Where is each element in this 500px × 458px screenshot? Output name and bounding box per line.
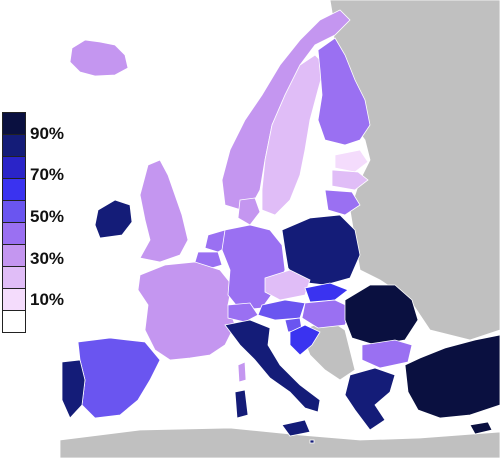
north-africa bbox=[59, 427, 500, 458]
sicily bbox=[281, 419, 311, 437]
legend-label-90: 90% bbox=[30, 124, 65, 143]
turkey bbox=[404, 334, 500, 419]
legend-swatch bbox=[2, 200, 26, 222]
greece bbox=[344, 367, 396, 431]
legend-swatch bbox=[2, 310, 26, 333]
slovakia bbox=[304, 282, 349, 303]
sweden bbox=[261, 54, 326, 216]
czech-republic bbox=[264, 269, 311, 301]
legend-label-30: 30% bbox=[30, 249, 65, 268]
legend-swatch bbox=[2, 288, 26, 310]
portugal bbox=[61, 359, 86, 419]
legend-swatch bbox=[2, 134, 26, 156]
italy bbox=[224, 319, 321, 413]
hungary bbox=[301, 299, 353, 329]
legend-swatch bbox=[2, 112, 26, 134]
croatia bbox=[289, 324, 321, 356]
finland bbox=[317, 37, 371, 146]
legend-label-70: 70% bbox=[30, 165, 65, 184]
legend-swatches bbox=[2, 112, 26, 333]
iceland bbox=[69, 39, 129, 77]
malta bbox=[309, 439, 315, 444]
corsica bbox=[237, 361, 247, 383]
legend-label-50: 50% bbox=[30, 207, 65, 226]
latvia bbox=[331, 169, 369, 191]
cyprus bbox=[469, 421, 493, 435]
legend-swatch bbox=[2, 222, 26, 244]
spain bbox=[77, 337, 161, 419]
estonia bbox=[334, 149, 369, 173]
legend-swatch bbox=[2, 244, 26, 266]
legend-swatch bbox=[2, 156, 26, 178]
legend-label-10: 10% bbox=[30, 290, 65, 309]
legend-swatch bbox=[2, 266, 26, 288]
ireland bbox=[94, 199, 133, 239]
poland bbox=[281, 214, 361, 286]
romania bbox=[344, 284, 419, 346]
bulgaria bbox=[361, 339, 413, 369]
lithuania bbox=[324, 189, 361, 216]
denmark bbox=[237, 197, 261, 226]
legend-swatch bbox=[2, 178, 26, 200]
france bbox=[137, 261, 236, 361]
sardinia bbox=[234, 389, 249, 419]
switzerland bbox=[227, 302, 259, 323]
united-kingdom bbox=[139, 159, 189, 263]
